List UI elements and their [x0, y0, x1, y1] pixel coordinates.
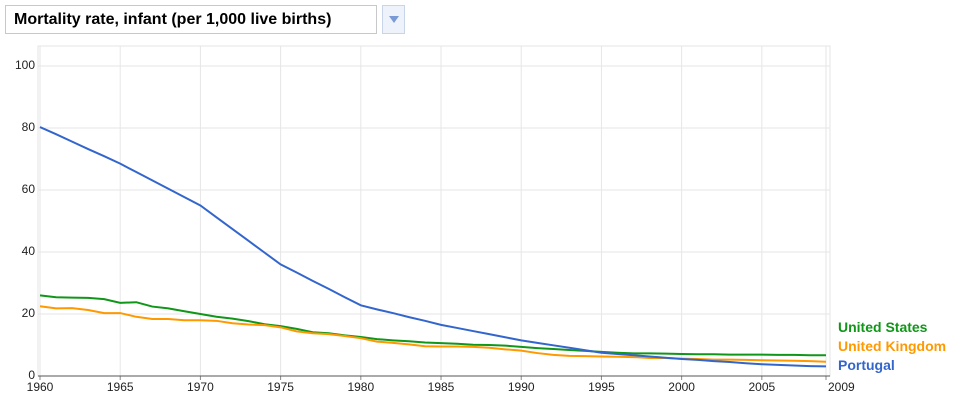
y-tick-label: 100	[15, 58, 35, 72]
x-tick-label: 1980	[347, 380, 374, 394]
y-tick-label: 20	[22, 306, 36, 320]
y-tick-label: 40	[22, 244, 36, 258]
legend-label: United States	[838, 319, 928, 335]
indicator-select[interactable]: Mortality rate, infant (per 1,000 live b…	[5, 5, 377, 34]
x-tick-label: 1960	[27, 380, 54, 394]
series-line	[39, 294, 826, 357]
legend-label: Portugal	[838, 357, 895, 373]
x-tick-label: 1985	[428, 380, 455, 394]
y-tick-label: 0	[28, 368, 35, 382]
legend-label: United Kingdom	[838, 338, 946, 354]
x-tick-label: 1990	[508, 380, 535, 394]
chart-title: Mortality rate, infant (per 1,000 live b…	[14, 11, 332, 28]
dropdown-arrow	[389, 16, 399, 23]
series-line	[39, 126, 827, 368]
x-tick-label: 2009	[828, 380, 855, 394]
x-tick-label: 2005	[748, 380, 775, 394]
dropdown-button[interactable]	[382, 5, 405, 34]
y-tick-label: 60	[22, 182, 36, 196]
x-tick-label: 2000	[668, 380, 695, 394]
x-tick-label: 1965	[107, 380, 134, 394]
x-tick-label: 1995	[588, 380, 615, 394]
y-tick-label: 80	[22, 120, 36, 134]
plot-frame	[37, 45, 831, 377]
x-tick-label: 1970	[187, 380, 214, 394]
x-tick-label: 1975	[267, 380, 294, 394]
